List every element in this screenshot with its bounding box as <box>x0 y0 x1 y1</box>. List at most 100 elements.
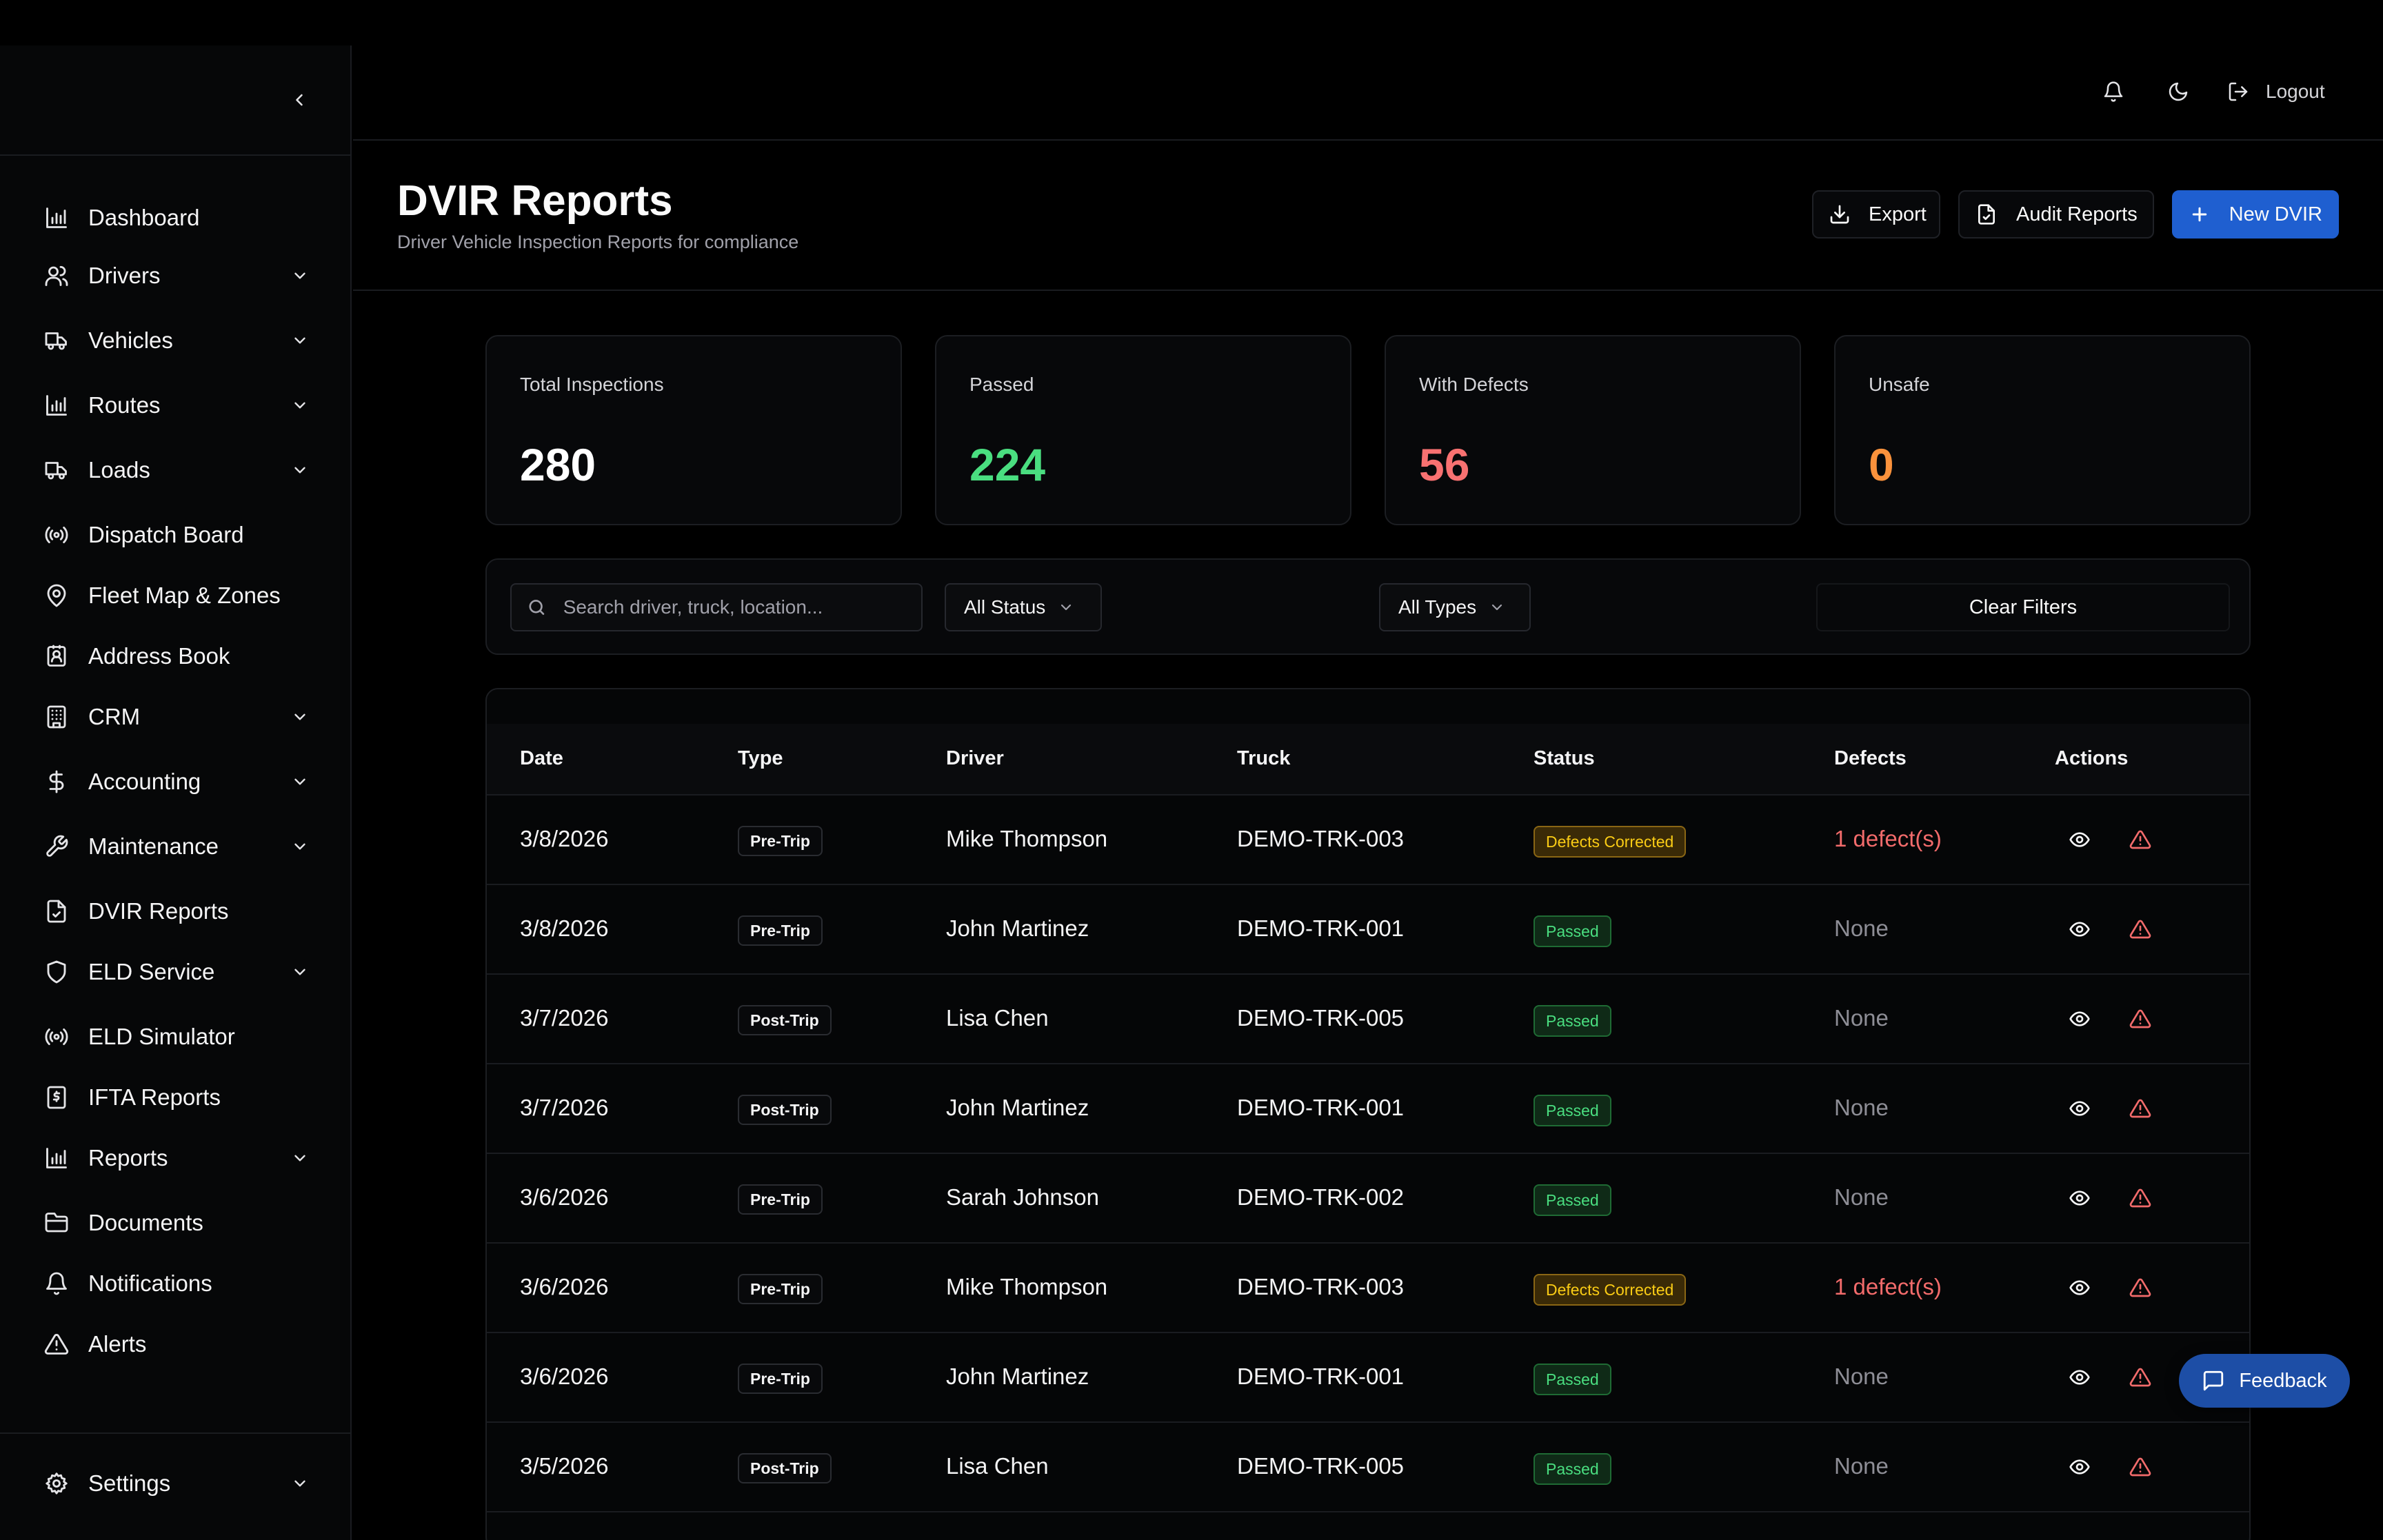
sidebar-item-eld-service[interactable]: ELD Service <box>43 953 312 991</box>
sidebar-item-label: Address Book <box>88 643 230 669</box>
sidebar-item-loads[interactable]: Loads <box>43 451 312 489</box>
column-header-driver[interactable]: Driver <box>946 747 1004 769</box>
table-row[interactable]: 3/7/2026 Post-Trip John Martinez DEMO-TRK-0… <box>487 1064 2249 1154</box>
file-check-icon <box>1975 203 1998 226</box>
new-dvir-label: New DVIR <box>2229 203 2322 225</box>
search-input[interactable] <box>563 596 906 618</box>
view-button[interactable] <box>2066 1095 2093 1122</box>
cell-date: 3/6/2026 <box>520 1184 609 1210</box>
report-defect-button[interactable] <box>2126 1005 2154 1033</box>
report-defect-button[interactable] <box>2126 1095 2154 1122</box>
cell-truck: DEMO-TRK-005 <box>1237 1453 1405 1479</box>
building-icon <box>43 703 70 731</box>
report-defect-button[interactable] <box>2126 1274 2154 1301</box>
wrench-icon <box>43 833 70 860</box>
sidebar-item-reports[interactable]: Reports <box>43 1139 312 1177</box>
sidebar-item-label: CRM <box>88 704 141 729</box>
column-header-truck[interactable]: Truck <box>1237 747 1291 769</box>
view-button[interactable] <box>2066 1005 2093 1033</box>
eye-icon <box>2069 1277 2091 1299</box>
sidebar-item-label: Alerts <box>88 1331 147 1357</box>
plus-icon <box>2189 203 2211 226</box>
table-row[interactable]: 3/6/2026 Pre-Trip Sarah Johnson DEMO-TRK-00… <box>487 1154 2249 1244</box>
view-button[interactable] <box>2066 915 2093 943</box>
alert-triangle-icon <box>2129 1187 2151 1209</box>
status-filter-select[interactable]: All Status <box>945 583 1102 631</box>
dvir-table: Date Type Driver Truck Status Defects Ac… <box>485 688 2251 1540</box>
chevron-down-icon <box>288 835 312 858</box>
cell-defects: None <box>1834 1005 1889 1031</box>
chevron-left-icon <box>296 94 303 106</box>
column-header-defects[interactable]: Defects <box>1834 747 1907 769</box>
stat-card-passed: Passed 224 <box>935 335 1351 525</box>
type-filter-select[interactable]: All Types <box>1379 583 1531 631</box>
column-header-date[interactable]: Date <box>520 747 563 769</box>
eye-icon <box>2069 1187 2091 1209</box>
sidebar-item-vehicles[interactable]: Vehicles <box>43 321 312 360</box>
column-header-type[interactable]: Type <box>738 747 783 769</box>
sidebar-item-routes[interactable]: Routes <box>43 386 312 425</box>
sidebar-item-address-book[interactable]: Address Book <box>43 637 312 676</box>
table-row[interactable]: 3/8/2026 Pre-Trip Mike Thompson DEMO-TRK-00… <box>487 796 2249 885</box>
sidebar-item-crm[interactable]: CRM <box>43 698 312 736</box>
report-defect-button[interactable] <box>2126 915 2154 943</box>
type-badge: Pre-Trip <box>738 915 823 946</box>
cell-driver: John Martinez <box>946 1364 1089 1389</box>
sidebar-item-fleet-map-zones[interactable]: Fleet Map & Zones <box>43 576 312 615</box>
view-button[interactable] <box>2066 1274 2093 1301</box>
table-row[interactable]: 3/6/2026 Pre-Trip John Martinez DEMO-TRK-00… <box>487 1333 2249 1423</box>
report-defect-button[interactable] <box>2126 1453 2154 1481</box>
sidebar-item-dvir-reports[interactable]: DVIR Reports <box>43 892 312 931</box>
sidebar-item-documents[interactable]: Documents <box>43 1204 312 1242</box>
report-defect-button[interactable] <box>2126 1364 2154 1391</box>
stat-value: 56 <box>1419 439 1470 490</box>
stat-card-defects: With Defects 56 <box>1385 335 1801 525</box>
clear-filters-button[interactable]: Clear Filters <box>1816 583 2230 631</box>
view-button[interactable] <box>2066 1453 2093 1481</box>
sidebar-item-dispatch-board[interactable]: Dispatch Board <box>43 516 312 554</box>
table-row[interactable]: 3/8/2026 Pre-Trip John Martinez DEMO-TRK-00… <box>487 885 2249 975</box>
type-badge: Pre-Trip <box>738 1364 823 1394</box>
sidebar-item-alerts[interactable]: Alerts <box>43 1325 312 1364</box>
new-dvir-button[interactable]: New DVIR <box>2172 190 2339 239</box>
sidebar-item-eld-simulator[interactable]: ELD Simulator <box>43 1017 312 1056</box>
report-defect-button[interactable] <box>2126 826 2154 853</box>
column-header-status[interactable]: Status <box>1534 747 1595 769</box>
sidebar-item-dashboard[interactable]: Dashboard <box>43 199 312 237</box>
sidebar-item-settings[interactable]: Settings <box>43 1464 312 1503</box>
cell-truck: DEMO-TRK-001 <box>1237 1364 1405 1389</box>
sidebar-item-notifications[interactable]: Notifications <box>43 1264 312 1303</box>
radio-icon <box>43 1023 70 1051</box>
report-defect-button[interactable] <box>2126 1184 2154 1212</box>
cell-truck: DEMO-TRK-001 <box>1237 1095 1405 1120</box>
collapse-sidebar-button[interactable] <box>285 86 313 114</box>
chevron-down-icon <box>288 960 312 984</box>
export-button[interactable]: Export <box>1812 190 1940 239</box>
eye-icon <box>2069 829 2091 851</box>
sidebar-item-maintenance[interactable]: Maintenance <box>43 827 312 866</box>
table-row[interactable]: 3/6/2026 Pre-Trip Mike Thompson DEMO-TRK-00… <box>487 1244 2249 1333</box>
view-button[interactable] <box>2066 826 2093 853</box>
cell-driver: Lisa Chen <box>946 1005 1049 1031</box>
sidebar-item-ifta-reports[interactable]: IFTA Reports <box>43 1078 312 1117</box>
cell-truck: DEMO-TRK-001 <box>1237 915 1405 941</box>
cell-date: 3/7/2026 <box>520 1005 609 1031</box>
status-badge: Passed <box>1534 1184 1611 1216</box>
cell-truck: DEMO-TRK-005 <box>1237 1005 1405 1031</box>
audit-reports-button[interactable]: Audit Reports <box>1958 190 2154 239</box>
table-header: Date Type Driver Truck Status Defects Ac… <box>487 724 2249 796</box>
sidebar-item-accounting[interactable]: Accounting <box>43 762 312 801</box>
logout-button[interactable]: Logout <box>2227 76 2344 108</box>
sidebar-item-label: Settings <box>88 1470 171 1496</box>
alert-triangle-icon <box>2129 1456 2151 1478</box>
sidebar-item-drivers[interactable]: Drivers <box>43 256 312 295</box>
alert-triangle-icon <box>2129 829 2151 851</box>
view-button[interactable] <box>2066 1364 2093 1391</box>
table-row[interactable]: 3/7/2026 Post-Trip Lisa Chen DEMO-TRK-005 Pa… <box>487 975 2249 1064</box>
sidebar-header <box>0 45 350 156</box>
view-button[interactable] <box>2066 1184 2093 1212</box>
table-row[interactable]: 3/5/2026 Post-Trip Lisa Chen DEMO-TRK-005 Pa… <box>487 1423 2249 1512</box>
feedback-button[interactable]: Feedback <box>2179 1354 2350 1408</box>
notifications-button[interactable] <box>2098 76 2129 108</box>
theme-toggle-button[interactable] <box>2162 76 2194 108</box>
